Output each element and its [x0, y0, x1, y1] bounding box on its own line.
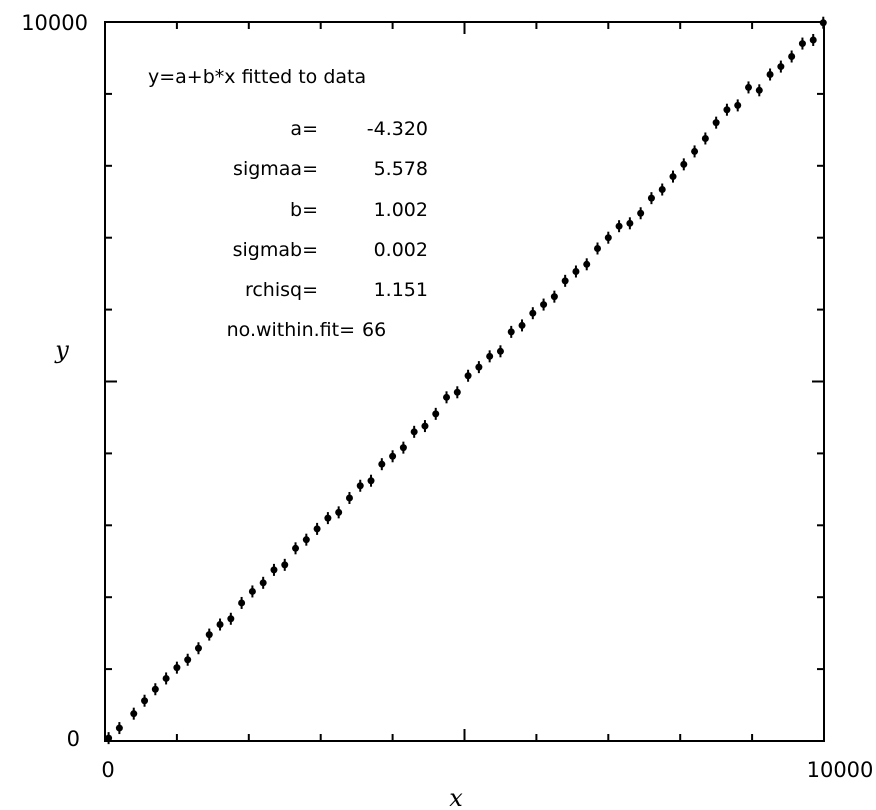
- data-points: [105, 16, 827, 745]
- fit-param-a-label: a=: [290, 118, 318, 140]
- data-point: [788, 53, 796, 61]
- data-point: [777, 63, 785, 71]
- data-point: [194, 644, 202, 652]
- fit-param-sigmab-label: sigmab=: [233, 239, 318, 261]
- data-point: [335, 508, 343, 516]
- data-point: [712, 119, 720, 127]
- data-point: [637, 209, 645, 217]
- data-point: [345, 494, 353, 502]
- fit-param-rchisq-label: rchisq=: [245, 279, 318, 301]
- fit-param-a-value: -4.320: [367, 118, 428, 140]
- data-point: [324, 514, 332, 522]
- data-point: [453, 388, 461, 396]
- data-point: [615, 222, 623, 230]
- data-point: [130, 710, 138, 718]
- data-point: [302, 536, 310, 544]
- data-point: [734, 101, 742, 109]
- fit-equation: y=a+b*x fitted to data: [148, 66, 366, 88]
- data-point: [356, 482, 364, 490]
- fit-param-count-value: 66: [362, 319, 386, 341]
- data-point: [496, 347, 504, 355]
- data-point: [647, 194, 655, 202]
- data-point: [227, 615, 235, 623]
- data-point: [680, 160, 688, 168]
- y-tick-label-max: 10000: [21, 11, 88, 35]
- data-point: [399, 444, 407, 452]
- x-tick-label-min: 0: [101, 758, 114, 782]
- data-point: [507, 328, 515, 336]
- data-point: [819, 19, 827, 27]
- fit-param-count-label: no.within.fit=: [227, 319, 355, 341]
- data-point: [669, 173, 677, 181]
- data-point: [173, 664, 181, 672]
- data-point: [583, 260, 591, 268]
- data-point: [475, 363, 483, 371]
- data-point: [151, 685, 159, 693]
- data-point: [723, 106, 731, 114]
- y-tick-label-min: 0: [67, 727, 80, 751]
- data-point: [443, 393, 451, 401]
- fit-param-rchisq-value: 1.151: [374, 279, 428, 301]
- data-point: [184, 656, 192, 664]
- data-point: [561, 277, 569, 285]
- plot-frame: [104, 21, 825, 742]
- data-point: [238, 599, 246, 607]
- data-point: [550, 293, 558, 301]
- data-point: [604, 234, 612, 242]
- data-point: [529, 309, 537, 317]
- data-point: [766, 70, 774, 78]
- data-point: [270, 566, 278, 574]
- data-point: [486, 352, 494, 360]
- data-point: [248, 587, 256, 595]
- data-point: [378, 460, 386, 468]
- data-point: [594, 244, 602, 252]
- data-point: [141, 697, 149, 705]
- data-point: [292, 544, 300, 552]
- data-point: [216, 621, 224, 629]
- x-axis-title: x: [449, 784, 463, 810]
- data-point: [115, 724, 123, 732]
- data-point: [205, 631, 213, 639]
- data-point: [281, 561, 289, 569]
- data-point: [410, 428, 418, 436]
- data-point: [701, 134, 709, 142]
- data-point: [313, 525, 321, 533]
- data-point: [691, 147, 699, 155]
- data-point: [162, 674, 170, 682]
- fit-param-sigmaa-value: 5.578: [374, 158, 428, 180]
- fit-param-sigmab-value: 0.002: [374, 239, 428, 261]
- data-point: [259, 579, 267, 587]
- data-point: [389, 452, 397, 460]
- data-point: [540, 301, 548, 309]
- data-point: [626, 219, 634, 227]
- data-point: [421, 422, 429, 430]
- data-point: [809, 36, 817, 44]
- fit-param-sigmaa-label: sigmaa=: [233, 158, 318, 180]
- data-point: [105, 734, 113, 742]
- data-point: [367, 477, 375, 485]
- fit-param-b-label: b=: [290, 199, 318, 221]
- data-point: [658, 186, 666, 194]
- tick-marks: [104, 21, 825, 742]
- data-point: [798, 40, 806, 48]
- data-point: [432, 410, 440, 418]
- fit-param-b-value: 1.002: [374, 199, 428, 221]
- data-point: [745, 83, 753, 91]
- data-point: [518, 321, 526, 329]
- data-point: [464, 372, 472, 380]
- data-point: [755, 86, 763, 94]
- data-point: [572, 267, 580, 275]
- x-tick-label-max: 10000: [807, 758, 874, 782]
- y-axis-title: y: [54, 336, 69, 364]
